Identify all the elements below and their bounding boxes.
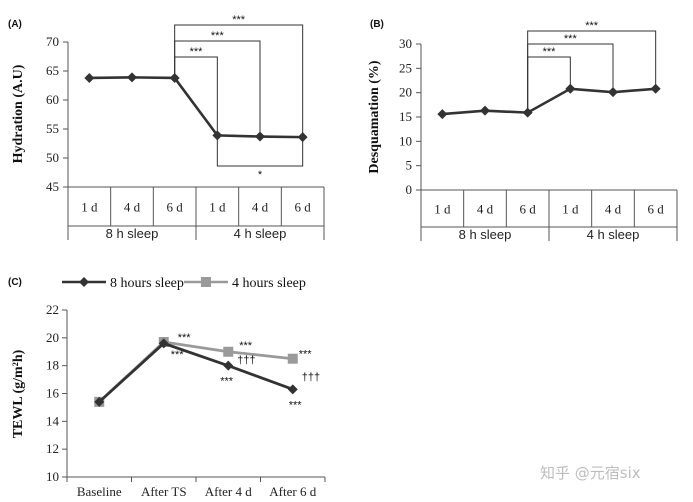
group-label: 8 h sleep <box>459 227 512 242</box>
x-category-label: Baseline <box>77 484 122 499</box>
x-category-label: 1 d <box>434 202 451 217</box>
y-tick-label: 10 <box>399 133 412 148</box>
x-category-label: 6 d <box>520 202 537 217</box>
legend-marker-diamond <box>79 277 89 287</box>
x-category-label: 4 d <box>605 202 622 217</box>
y-axis-title: TEWL (g/m²h) <box>11 349 26 438</box>
data-point-diamond <box>212 130 223 141</box>
significance-label: *** <box>299 349 313 361</box>
data-point-square <box>223 346 234 357</box>
panel-label: (B) <box>370 19 384 30</box>
data-point-diamond <box>84 72 95 83</box>
panel-label: (A) <box>8 19 22 30</box>
data-point-square <box>287 353 298 364</box>
significance-label: *** <box>289 399 303 411</box>
panel-b-desquamation: (B) 0 5 10 15 20 25 30 Desquamation (%) 1 d 4 d 6 d… <box>367 19 678 242</box>
x-category-label: 6 d <box>295 200 312 215</box>
x-category-label: 6 d <box>648 202 665 217</box>
legend-label: 4 hours sleep <box>232 276 306 291</box>
panel-c-tewl: (C) 10 12 14 16 18 20 22 Baseline After TS After 4… <box>8 276 326 499</box>
x-category-label: After 4 d <box>205 484 252 499</box>
y-tick-label: 55 <box>46 121 59 136</box>
data-point-diamond <box>223 360 234 371</box>
significance-label: *** <box>178 332 192 344</box>
data-point-diamond <box>650 83 661 94</box>
significance-label: *** <box>171 349 185 361</box>
data-point-diamond <box>169 72 180 83</box>
y-axis-title: Desquamation (%) <box>367 60 382 174</box>
series-line <box>98 341 294 403</box>
data-point-diamond <box>287 384 298 395</box>
x-category-label: After 6 d <box>269 484 316 499</box>
y-tick-label: 10 <box>46 469 59 484</box>
significance-label: *** <box>232 14 246 26</box>
data-point-diamond <box>158 338 169 349</box>
group-label: 4 h sleep <box>234 226 287 241</box>
panel-a-hydration: (A) 45 50 55 60 65 70 Hydration (A.U) 1 d 4 d 6 d 1… <box>8 14 325 241</box>
x-category-label: 1 d <box>209 200 226 215</box>
y-tick-label: 14 <box>46 413 60 428</box>
x-category-label: 4 d <box>124 200 141 215</box>
data-point-diamond <box>480 105 490 116</box>
y-tick-label: 50 <box>46 150 59 165</box>
significance-bracket <box>216 137 304 167</box>
y-tick-label: 15 <box>399 109 412 124</box>
watermark: 知乎 @元宿six <box>540 464 641 482</box>
y-tick-label: 60 <box>46 92 59 107</box>
significance-label: * <box>258 169 263 181</box>
y-tick-label: 20 <box>46 330 59 345</box>
significance-label: *** <box>543 46 557 58</box>
panel-label: (C) <box>8 277 22 288</box>
y-tick-label: 45 <box>46 179 59 194</box>
x-category-label: 4 d <box>252 200 269 215</box>
y-tick-label: 65 <box>46 63 59 78</box>
series-line <box>98 340 293 403</box>
significance-bracket <box>174 56 218 134</box>
y-tick-label: 30 <box>399 36 412 51</box>
y-tick-label: 16 <box>46 386 60 401</box>
group-label: 8 h sleep <box>106 226 159 241</box>
y-tick-label: 22 <box>46 302 59 317</box>
significance-bracket <box>174 24 304 136</box>
series-line <box>442 87 656 116</box>
data-point-diamond <box>608 87 618 98</box>
legend-label: 8 hours sleep <box>110 276 184 291</box>
significance-label: *** <box>564 33 578 45</box>
data-point-diamond <box>127 72 137 83</box>
data-point-diamond <box>522 107 533 118</box>
y-tick-label: 20 <box>399 85 412 100</box>
significance-label: ††† <box>302 371 320 383</box>
significance-bracket <box>527 30 657 113</box>
y-tick-label: 25 <box>399 60 412 75</box>
x-category-label: 1 d <box>81 200 98 215</box>
x-category-label: 1 d <box>562 202 579 217</box>
y-axis-title: Hydration (A.U) <box>11 64 26 163</box>
significance-label: *** <box>239 340 253 352</box>
x-category-label: 4 d <box>477 202 494 217</box>
significance-label: *** <box>190 46 204 58</box>
y-tick-label: 0 <box>406 182 413 197</box>
significance-label: *** <box>211 30 225 42</box>
y-tick-label: 12 <box>46 441 59 456</box>
y-tick-label: 18 <box>46 358 59 373</box>
series-line <box>89 76 303 139</box>
x-category-label: 6 d <box>167 200 184 215</box>
group-label: 4 h sleep <box>587 227 640 242</box>
legend-marker-square <box>201 277 211 287</box>
x-category-label: After TS <box>141 484 187 499</box>
significance-label: *** <box>220 376 234 388</box>
significance-label: *** <box>585 20 599 32</box>
data-point-diamond <box>255 131 265 142</box>
y-tick-label: 5 <box>406 158 413 173</box>
y-tick-label: 70 <box>46 34 59 49</box>
data-point-diamond <box>437 109 448 120</box>
data-point-diamond <box>297 132 308 143</box>
significance-label: ††† <box>237 355 255 367</box>
significance-bracket <box>527 56 571 113</box>
data-point-diamond <box>565 83 576 94</box>
data-point-diamond <box>94 396 105 407</box>
